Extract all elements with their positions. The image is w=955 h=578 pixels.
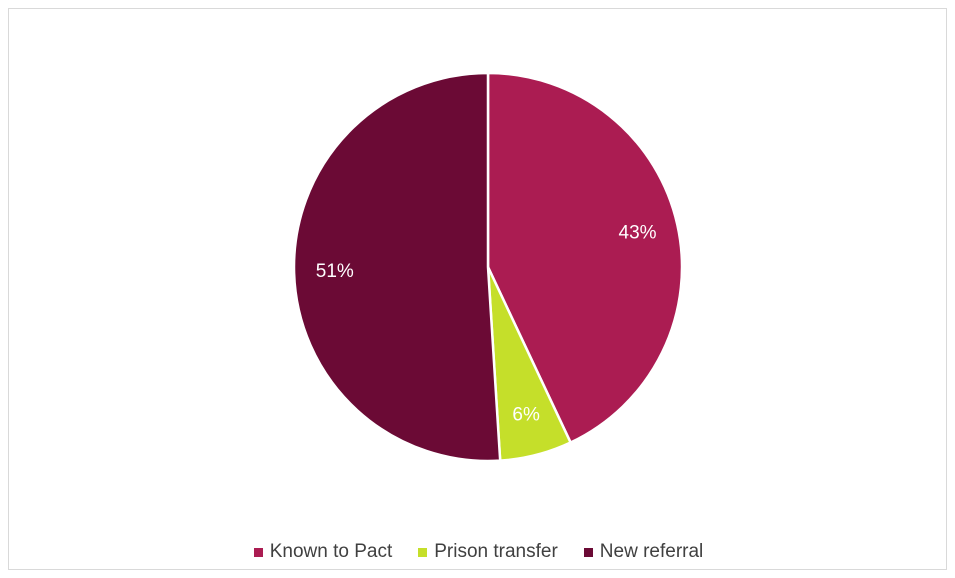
legend-swatch	[418, 547, 428, 557]
legend-swatch	[583, 547, 593, 557]
legend-swatch	[253, 547, 263, 557]
pie-data-labels: 43% 6% 51%	[316, 223, 657, 426]
pie-slice-new-referral	[292, 71, 502, 463]
data-label-prison-transfer: 6%	[512, 404, 540, 425]
pie-slices	[292, 71, 684, 463]
data-label-new-referral: 51%	[316, 261, 354, 282]
legend-label: New referral	[599, 541, 704, 562]
legend-item-known-to-pact: Known to Pact	[253, 541, 393, 563]
chart-area: 43% 6% 51% Known to Pact Prison transfer New…	[8, 8, 947, 570]
pie-chart: 43% 6% 51%	[292, 71, 684, 463]
legend-item-prison-transfer: Prison transfer	[418, 541, 558, 563]
legend-label: Known to Pact	[269, 541, 393, 562]
data-label-known-to-pact: 43%	[619, 223, 657, 244]
legend-item-new-referral: New referral	[583, 541, 704, 563]
legend: Known to Pact Prison transfer New referral	[9, 541, 948, 563]
legend-label: Prison transfer	[434, 541, 558, 562]
pie-slice-known-to-pact	[486, 71, 684, 444]
